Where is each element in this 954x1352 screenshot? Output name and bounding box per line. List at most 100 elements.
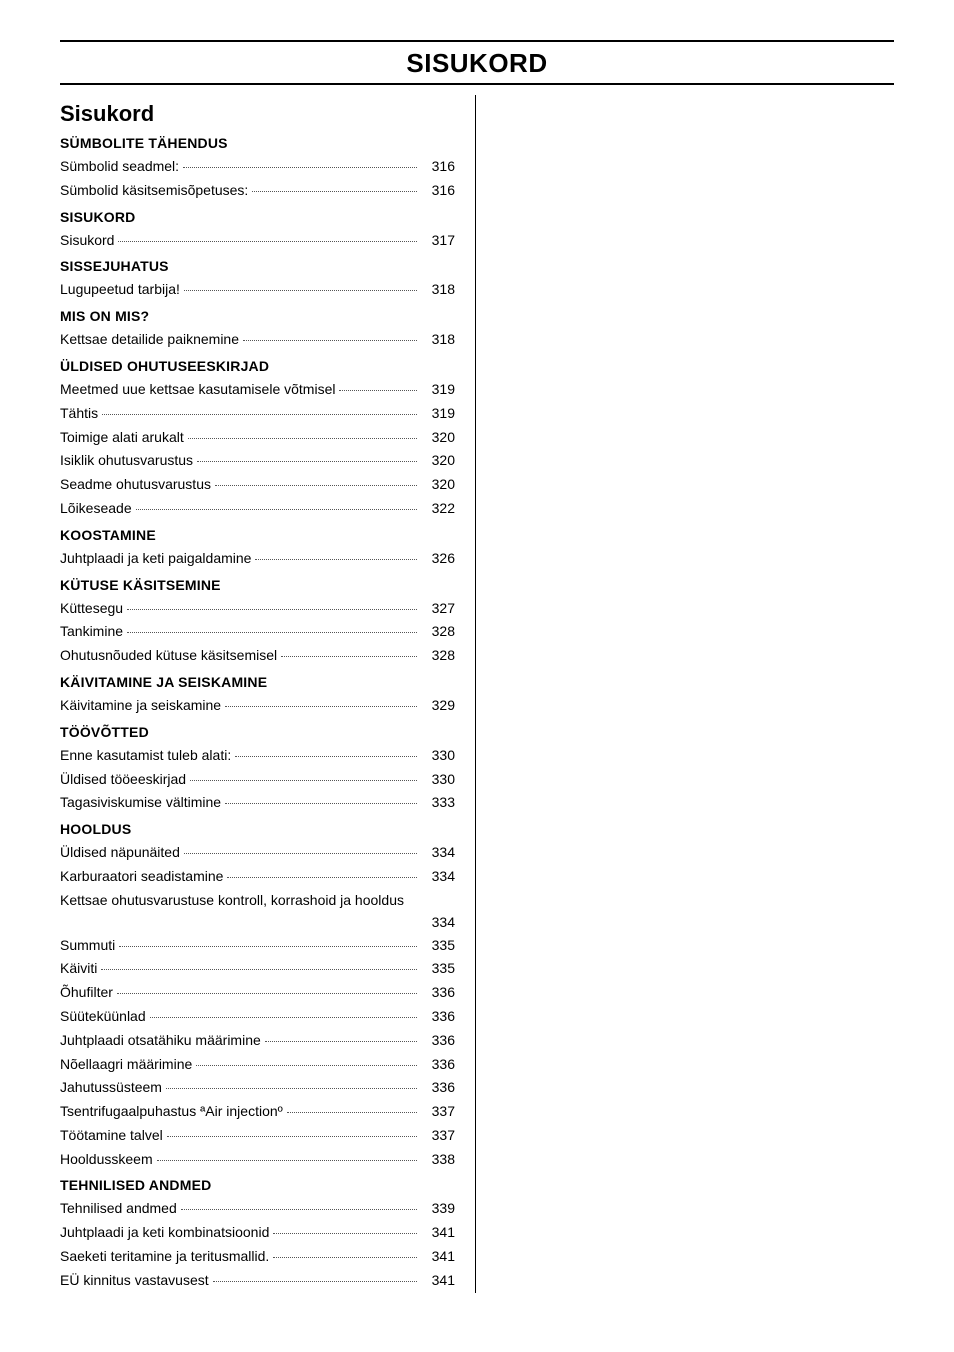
- toc-entry: Süüteküünlad336: [60, 1005, 455, 1029]
- toc-entry-label: Karburaatori seadistamine: [60, 865, 223, 889]
- toc-entry-page: 339: [421, 1197, 455, 1221]
- toc-leader-dots: [166, 1088, 417, 1089]
- toc-section-heading: HOOLDUS: [60, 821, 455, 837]
- toc-list: SÜMBOLITE TÄHENDUSSümbolid seadmel:316Sü…: [60, 135, 455, 1293]
- toc-entry-label: Lõikeseade: [60, 497, 132, 521]
- toc-leader-dots: [196, 1065, 417, 1066]
- toc-entry-page: 336: [421, 1076, 455, 1100]
- toc-entry-label: Õhufilter: [60, 981, 113, 1005]
- toc-entry-page: 336: [421, 981, 455, 1005]
- toc-leader-dots: [184, 853, 417, 854]
- toc-entry-label: Ohutusnõuded kütuse käsitsemisel: [60, 644, 277, 668]
- toc-entry-label: Küttesegu: [60, 597, 123, 621]
- toc-entry: Meetmed uue kettsae kasutamisele võtmise…: [60, 378, 455, 402]
- toc-entry-label: Sümbolid käsitsemisõpetuses:: [60, 179, 248, 203]
- toc-entry: Tehnilised andmed 339: [60, 1197, 455, 1221]
- toc-entry-page: 336: [421, 1005, 455, 1029]
- toc-entry-label: Tehnilised andmed: [60, 1197, 177, 1221]
- toc-leader-dots: [188, 438, 417, 439]
- toc-entry-label: Hooldusskeem: [60, 1148, 153, 1172]
- toc-entry: Nõellaagri määrimine336: [60, 1053, 455, 1077]
- toc-entry: Tagasiviskumise vältimine333: [60, 791, 455, 815]
- toc-leader-dots: [157, 1160, 417, 1161]
- toc-entry: Käiviti335: [60, 957, 455, 981]
- toc-entry: Ohutusnõuded kütuse käsitsemisel 328: [60, 644, 455, 668]
- toc-leader-dots: [227, 877, 417, 878]
- toc-leader-dots: [265, 1041, 417, 1042]
- toc-section-heading: ÜLDISED OHUTUSEESKIRJAD: [60, 358, 455, 374]
- toc-entry-label: Tankimine: [60, 620, 123, 644]
- toc-leader-dots: [127, 632, 417, 633]
- toc-entry-page: 341: [421, 1269, 455, 1293]
- toc-entry-label: Summuti: [60, 934, 115, 958]
- toc-leader-dots: [273, 1233, 417, 1234]
- toc-entry-page: 336: [421, 1053, 455, 1077]
- toc-leader-dots: [136, 509, 417, 510]
- toc-leader-dots: [213, 1281, 417, 1282]
- toc-entry-page: 319: [421, 402, 455, 426]
- toc-entry-label: Tähtis: [60, 402, 98, 426]
- toc-entry: Karburaatori seadistamine334: [60, 865, 455, 889]
- toc-entry: Sümbolid käsitsemisõpetuses: 316: [60, 179, 455, 203]
- toc-entry-label: Toimige alati arukalt: [60, 426, 184, 450]
- toc-leader-dots: [117, 993, 417, 994]
- toc-entry-page: 333: [421, 791, 455, 815]
- toc-section-heading: SÜMBOLITE TÄHENDUS: [60, 135, 455, 151]
- toc-entry-page: 335: [421, 957, 455, 981]
- toc-entry: Sümbolid seadmel: 316: [60, 155, 455, 179]
- content-columns: Sisukord SÜMBOLITE TÄHENDUS Sümbolid sead…: [60, 95, 894, 1293]
- toc-entry: Üldised tööeeskirjad 330: [60, 768, 455, 792]
- toc-entry-label: Juhtplaadi ja keti kombinatsioonid: [60, 1221, 269, 1245]
- toc-entry-page: 316: [421, 179, 455, 203]
- toc-entry-label: Sümbolid seadmel:: [60, 155, 179, 179]
- toc-entry-page: 326: [421, 547, 455, 571]
- rule-top: [60, 40, 894, 42]
- toc-entry: Summuti335: [60, 934, 455, 958]
- document-page: SISUKORD Sisukord SÜMBOLITE TÄHENDUS Sümb…: [0, 0, 954, 1343]
- toc-entry-page: 330: [421, 744, 455, 768]
- toc-entry-label: Kettsae ohutusvarustuse kontroll, korras…: [60, 889, 455, 911]
- toc-entry-label: Saeketi teritamine ja teritusmallid.: [60, 1245, 269, 1269]
- toc-entry: Tsentrifugaalpuhastus ªAir injectionº337: [60, 1100, 455, 1124]
- page-title: SISUKORD: [60, 48, 894, 79]
- toc-entry: Tähtis 319: [60, 402, 455, 426]
- toc-entry-label: Kettsae detailide paiknemine: [60, 328, 239, 352]
- toc-leader-dots: [225, 803, 417, 804]
- toc-entry-page: 328: [421, 620, 455, 644]
- toc-entry-page: 341: [421, 1245, 455, 1269]
- toc-entry-page: 336: [421, 1029, 455, 1053]
- toc-leader-dots: [215, 485, 417, 486]
- toc-entry-page: 317: [421, 229, 455, 253]
- toc-leader-dots: [167, 1136, 417, 1137]
- toc-leader-dots: [150, 1017, 417, 1018]
- toc-leader-dots: [197, 461, 417, 462]
- toc-entry-page: 328: [421, 644, 455, 668]
- toc-leader-dots: [243, 340, 417, 341]
- toc-entry-label: Üldised näpunäited: [60, 841, 180, 865]
- toc-entry-page: 322: [421, 497, 455, 521]
- toc-section-heading: KÄIVITAMINE JA SEISKAMINE: [60, 674, 455, 690]
- toc-entry-label: Juhtplaadi ja keti paigaldamine: [60, 547, 251, 571]
- toc-entry-page: 320: [421, 473, 455, 497]
- toc-subtitle: Sisukord: [60, 101, 455, 127]
- toc-entry: Saeketi teritamine ja teritusmallid. 341: [60, 1245, 455, 1269]
- toc-entry-label: Tsentrifugaalpuhastus ªAir injectionº: [60, 1100, 283, 1124]
- toc-leader-dots: [190, 780, 417, 781]
- toc-entry-page: 329: [421, 694, 455, 718]
- toc-section-heading: KÜTUSE KÄSITSEMINE: [60, 577, 455, 593]
- toc-entry: Juhtplaadi ja keti kombinatsioonid341: [60, 1221, 455, 1245]
- toc-leader-dots: [127, 609, 417, 610]
- toc-leader-dots: [184, 290, 417, 291]
- toc-entry-page: 320: [421, 449, 455, 473]
- toc-entry-page: 330: [421, 768, 455, 792]
- toc-entry-label: Üldised tööeeskirjad: [60, 768, 186, 792]
- toc-entry: Sisukord 317: [60, 229, 455, 253]
- toc-entry-page: 316: [421, 155, 455, 179]
- toc-entry-label: Sisukord: [60, 229, 114, 253]
- toc-entry-page: 337: [421, 1124, 455, 1148]
- toc-entry: Isiklik ohutusvarustus320: [60, 449, 455, 473]
- toc-entry-page: 320: [421, 426, 455, 450]
- toc-entry-label: Käivitamine ja seiskamine: [60, 694, 221, 718]
- toc-entry-label: Lugupeetud tarbija!: [60, 278, 180, 302]
- toc-leader-dots: [273, 1257, 417, 1258]
